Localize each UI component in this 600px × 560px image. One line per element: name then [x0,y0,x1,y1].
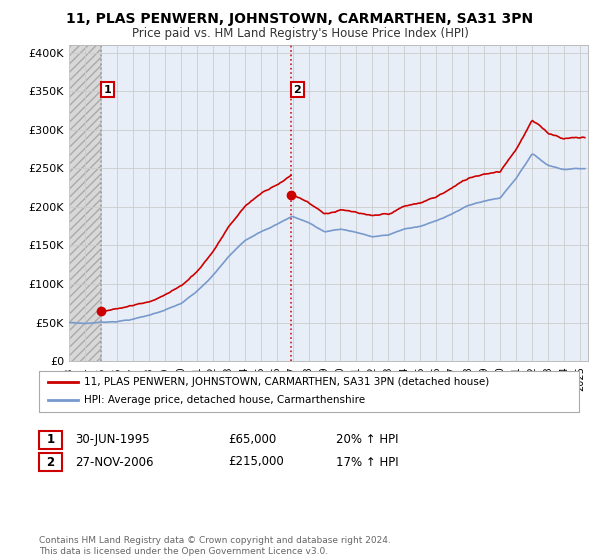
Text: 11, PLAS PENWERN, JOHNSTOWN, CARMARTHEN, SA31 3PN: 11, PLAS PENWERN, JOHNSTOWN, CARMARTHEN,… [67,12,533,26]
Text: 1: 1 [103,85,111,95]
Text: £65,000: £65,000 [228,433,276,446]
Text: £215,000: £215,000 [228,455,284,469]
Text: 2: 2 [293,85,301,95]
Text: Price paid vs. HM Land Registry's House Price Index (HPI): Price paid vs. HM Land Registry's House … [131,27,469,40]
Text: 30-JUN-1995: 30-JUN-1995 [75,433,149,446]
Text: Contains HM Land Registry data © Crown copyright and database right 2024.
This d: Contains HM Land Registry data © Crown c… [39,536,391,556]
Text: 17% ↑ HPI: 17% ↑ HPI [336,455,398,469]
Text: 27-NOV-2006: 27-NOV-2006 [75,455,154,469]
Text: 11, PLAS PENWERN, JOHNSTOWN, CARMARTHEN, SA31 3PN (detached house): 11, PLAS PENWERN, JOHNSTOWN, CARMARTHEN,… [84,377,489,388]
Text: 2: 2 [46,455,55,469]
Text: HPI: Average price, detached house, Carmarthenshire: HPI: Average price, detached house, Carm… [84,395,365,405]
Text: 1: 1 [46,433,55,446]
Text: 20% ↑ HPI: 20% ↑ HPI [336,433,398,446]
